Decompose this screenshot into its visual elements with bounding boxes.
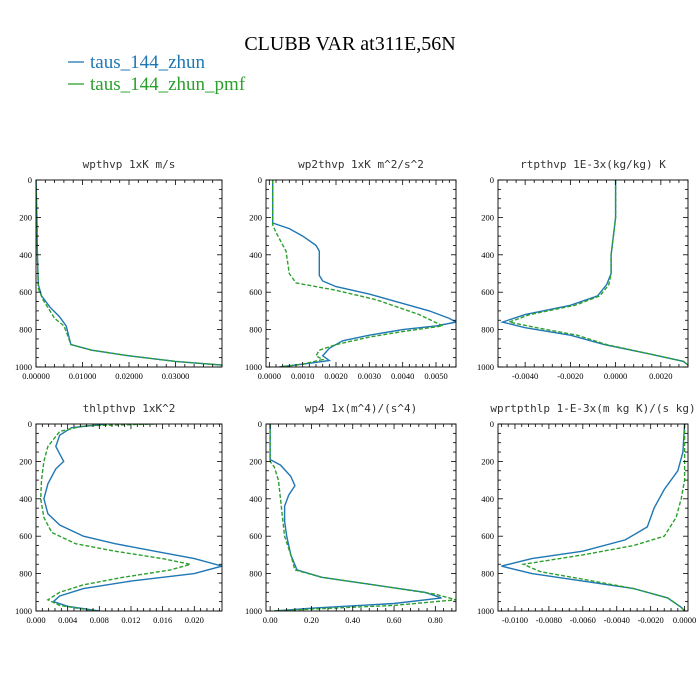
panel-6-ytick-label: 800	[481, 569, 494, 579]
panel-4-series-2-line	[39, 424, 191, 611]
panel-5: wp4 1x(m^4)/(s^4) 0.00 0.20 0.40 0.60 0.80 0 20…	[245, 402, 457, 625]
panel-6-series-2-line	[520, 424, 686, 611]
panel-4-ytick-label: 600	[19, 531, 32, 541]
panel-6-ytick-label: 600	[481, 531, 494, 541]
panel-4-xtick-label: 0.012	[121, 615, 140, 625]
panel-2-ytick-label: 200	[249, 212, 262, 222]
panel-3-ytick-label: 1000	[477, 362, 494, 372]
panel-2-xtick-label: 0.0000	[258, 371, 281, 381]
panel-2-xtick-label: 0.0050	[424, 371, 447, 381]
panel-1-ytick-label: 600	[19, 287, 32, 297]
panel-5-series-1-line	[269, 424, 442, 611]
panel-6-ytick-label: 200	[481, 456, 494, 466]
panel-5-ytick-label: 600	[249, 531, 262, 541]
panel-3-ytick-label: 400	[481, 250, 494, 260]
panel-4-ytick-label: 1000	[15, 606, 32, 616]
panel-6-xtick-label: -0.0040	[604, 615, 630, 625]
panel-4-ytick-label: 0	[28, 419, 32, 429]
panel-5-ytick-label: 0	[258, 419, 262, 429]
panel-6-xtick-label: -0.0100	[502, 615, 528, 625]
panel-4-xtick-label: 0.000	[26, 615, 45, 625]
panel-3-series-1-line	[499, 180, 688, 366]
panel-4-xtick-label: 0.004	[58, 615, 78, 625]
legend: taus_144_zhun taus_144_zhun_pmf	[68, 52, 246, 95]
legend-label-1: taus_144_zhun	[90, 52, 206, 73]
panel-6-ytick-label: 400	[481, 494, 494, 504]
panel-1-xtick-label: 0.02000	[115, 371, 143, 381]
panel-2-title: wp2thvp 1xK m^2/s^2	[298, 158, 424, 171]
panels: wpthvp 1xK m/s0.00000 0.01000 0.02000 0.030…	[15, 158, 696, 625]
panel-5-xtick-label: 0.00	[263, 615, 278, 625]
panel-4: thlpthvp 1xK^2 0.000 0.004 0.008 0.012 0.016 0…	[15, 402, 223, 625]
panel-4-xtick-label: 0.016	[153, 615, 172, 625]
panel-1-ytick-label: 400	[19, 250, 32, 260]
panel-5-xtick-label: 0.40	[345, 615, 360, 625]
panel-2-ytick-label: 400	[249, 250, 262, 260]
panel-5-series-2-line	[269, 424, 456, 611]
panel-6-xtick-label: -0.0060	[570, 615, 596, 625]
panel-6: wprtpthlp 1-E-3x(m kg K)/(s kg) -0.0100 -0…	[477, 402, 696, 625]
panel-5-ytick-label: 400	[249, 494, 262, 504]
panel-4-title: thlpthvp 1xK^2	[83, 402, 176, 415]
panel-2-ytick-label: 1000	[245, 362, 262, 372]
panel-3-xtick-label: -0.0020	[557, 371, 583, 381]
panel-2-ytick-label: 600	[249, 287, 262, 297]
panel-1-xtick-label: 0.01000	[69, 371, 97, 381]
panel-5-xtick-label: 0.80	[428, 615, 443, 625]
panel-3-title: rtpthvp 1E-3x(kg/kg) K	[520, 158, 666, 171]
panel-5-ytick-label: 800	[249, 569, 262, 579]
panel-1-xtick-label: 0.03000	[162, 371, 190, 381]
panel-4-ytick-label: 800	[19, 569, 32, 579]
panel-1-xtick-label: 0.00000	[22, 371, 50, 381]
panel-3-xtick-label: 0.0020	[649, 371, 672, 381]
panel-3-ytick-label: 0	[490, 175, 494, 185]
panel-1-ytick-label: 1000	[15, 362, 32, 372]
panel-6-xtick-label: 0.0000	[673, 615, 696, 625]
panel-2: wp2thvp 1xK m^2/s^2 0.0000 0.0010 0.0020 0.0…	[245, 158, 457, 381]
panel-2-ytick-label: 0	[258, 175, 262, 185]
panel-3-xtick-label: 0.0000	[604, 371, 627, 381]
legend-label-2: taus_144_zhun_pmf	[90, 74, 246, 95]
panel-2-ytick-label: 800	[249, 325, 262, 335]
panel-5-xtick-label: 0.20	[304, 615, 319, 625]
panel-3-series-2-line	[506, 180, 688, 366]
panel-4-xtick-label: 0.020	[185, 615, 204, 625]
panel-6-xtick-label: -0.0080	[536, 615, 562, 625]
panel-2-xtick-label: 0.0030	[358, 371, 381, 381]
panel-3-ytick-label: 600	[481, 287, 494, 297]
panel-3-ytick-label: 200	[481, 212, 494, 222]
panel-5-xtick-label: 0.60	[387, 615, 402, 625]
panel-1-title: wpthvp 1xK m/s	[83, 158, 176, 171]
panel-3-xtick-label: -0.0040	[512, 371, 538, 381]
figure-title: CLUBB VAR at311E,56N	[244, 33, 455, 55]
panel-5-ytick-label: 200	[249, 456, 262, 466]
panel-1-series-2-line	[36, 180, 222, 366]
panel-6-ytick-label: 0	[490, 419, 494, 429]
panel-5-ytick-label: 1000	[245, 606, 262, 616]
panel-1: wpthvp 1xK m/s 0.00000 0.01000 0.02000 0.030…	[15, 158, 223, 381]
panel-2-xtick-label: 0.0040	[391, 371, 414, 381]
panel-4-ytick-label: 200	[19, 456, 32, 466]
panel-3-ytick-label: 800	[481, 325, 494, 335]
panel-6-title: wprtpthlp 1-E-3x(m kg K)/(s kg)	[490, 402, 695, 415]
panel-2-series-1-line	[272, 180, 456, 367]
panel-5-title: wp4 1x(m^4)/(s^4)	[305, 402, 418, 415]
panel-2-xtick-label: 0.0020	[324, 371, 347, 381]
panel-2-series-2-line	[272, 180, 446, 367]
panel-4-series-1-line	[43, 424, 222, 611]
panel-6-ytick-label: 1000	[477, 606, 494, 616]
panel-2-xtick-label: 0.0010	[291, 371, 314, 381]
panel-1-ytick-label: 0	[28, 175, 32, 185]
panel-4-ytick-label: 400	[19, 494, 32, 504]
panel-3: rtpthvp 1E-3x(kg/kg) K -0.0040 -0.0020 0.00…	[477, 158, 689, 381]
panel-6-xtick-label: -0.0020	[638, 615, 664, 625]
panel-1-ytick-label: 200	[19, 212, 32, 222]
panel-1-ytick-label: 800	[19, 325, 32, 335]
panel-4-xtick-label: 0.008	[90, 615, 109, 625]
